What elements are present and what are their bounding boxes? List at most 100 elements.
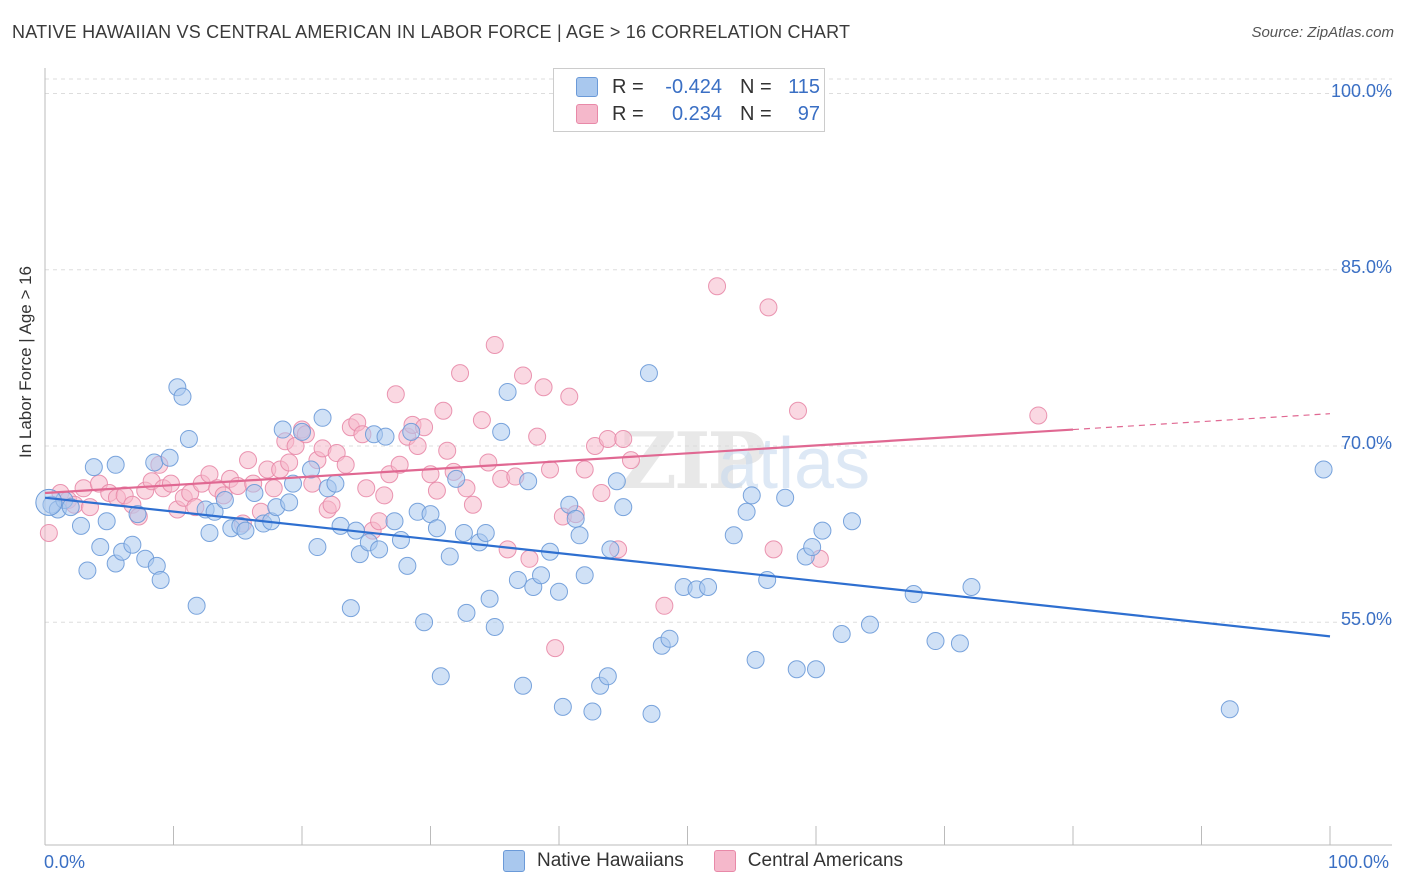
point-central-american	[1029, 406, 1048, 425]
point-native-hawaiian	[454, 523, 473, 542]
stats-legend: R = -0.424 N = 115 R = 0.234 N = 97	[553, 68, 825, 132]
point-native-hawaiian	[280, 493, 299, 512]
point-native-hawaiian	[962, 578, 981, 596]
point-native-hawaiian	[480, 589, 499, 608]
point-central-american	[655, 596, 674, 615]
point-native-hawaiian	[106, 455, 125, 474]
point-native-hawaiian	[245, 484, 264, 502]
point-native-hawaiian	[553, 697, 572, 716]
r-label: R =	[612, 102, 644, 125]
point-native-hawaiian	[427, 519, 446, 538]
point-native-hawaiian	[598, 667, 617, 686]
point-central-american	[357, 479, 376, 498]
point-central-american	[528, 427, 547, 446]
point-native-hawaiian	[1220, 700, 1239, 719]
point-central-american	[463, 495, 482, 514]
point-native-hawaiian	[236, 521, 255, 540]
point-native-hawaiian	[746, 650, 765, 669]
point-native-hawaiian	[950, 634, 969, 653]
point-central-american	[39, 523, 58, 542]
point-native-hawaiian	[78, 561, 97, 580]
point-native-hawaiian	[457, 603, 476, 622]
point-central-american	[546, 639, 565, 658]
point-native-hawaiian	[145, 453, 164, 472]
point-central-american	[708, 277, 727, 296]
point-central-american	[485, 335, 504, 354]
point-native-hawaiian	[273, 420, 292, 439]
point-native-hawaiian	[84, 458, 103, 477]
point-native-hawaiian	[284, 474, 303, 493]
r-label: R =	[612, 75, 644, 98]
point-native-hawaiian	[370, 540, 389, 559]
point-native-hawaiian	[160, 448, 179, 467]
y-tick-label: 70.0%	[1340, 433, 1392, 453]
point-native-hawaiian	[842, 512, 861, 531]
point-central-american	[764, 540, 783, 559]
axes	[44, 68, 1392, 846]
point-native-hawaiian	[200, 523, 219, 542]
point-central-american	[541, 460, 560, 479]
data-points	[35, 277, 1333, 723]
point-native-hawaiian	[860, 615, 879, 634]
point-native-hawaiian	[607, 472, 626, 491]
point-native-hawaiian	[514, 676, 533, 695]
point-native-hawaiian	[440, 547, 459, 566]
point-native-hawaiian	[614, 498, 633, 517]
stats-row-native-hawaiians: R = -0.424 N = 115	[576, 74, 820, 100]
series-legend: Native Hawaiians Central Americans	[0, 850, 1406, 872]
gridlines	[45, 78, 1392, 623]
point-native-hawaiian	[97, 512, 116, 531]
point-native-hawaiian	[71, 516, 90, 535]
point-central-american	[479, 453, 498, 472]
trend-line-central-americans-extension	[1072, 413, 1331, 431]
r-value: 0.234	[671, 102, 722, 125]
y-tick-label: 55.0%	[1340, 609, 1392, 630]
point-central-american	[375, 486, 394, 505]
legend-item-central-americans[interactable]: Central Americans	[713, 850, 904, 872]
point-native-hawaiian	[742, 486, 761, 505]
legend-item-native-hawaiians[interactable]: Native Hawaiians	[502, 850, 684, 872]
stats-row-central-americans: R = 0.234 N = 97	[576, 101, 820, 127]
point-central-american	[789, 401, 808, 420]
point-native-hawaiian	[128, 505, 147, 524]
point-native-hawaiian	[331, 516, 350, 535]
point-central-american	[386, 385, 405, 404]
point-native-hawaiian	[492, 422, 511, 441]
point-native-hawaiian	[313, 408, 332, 427]
point-native-hawaiian	[61, 498, 80, 517]
point-native-hawaiian	[566, 509, 585, 528]
y-tick-label: 85.0%	[1340, 256, 1392, 277]
point-native-hawaiian	[508, 570, 527, 589]
pink-swatch	[713, 850, 736, 872]
point-native-hawaiian	[532, 566, 551, 585]
point-central-american	[614, 429, 633, 448]
legend-label: Native Hawaiians	[536, 850, 684, 871]
point-native-hawaiian	[639, 364, 658, 383]
point-central-american	[390, 455, 409, 474]
point-native-hawaiian	[724, 526, 743, 545]
point-native-hawaiian	[398, 556, 417, 575]
point-native-hawaiian	[476, 523, 495, 542]
point-central-american	[74, 479, 93, 498]
point-native-hawaiian	[91, 538, 110, 557]
point-native-hawaiian	[519, 472, 538, 491]
point-central-american	[514, 366, 533, 385]
x-tick-label-min: 0.0%	[44, 852, 86, 872]
point-native-hawaiian	[583, 702, 602, 721]
point-native-hawaiian	[642, 704, 661, 723]
point-central-american	[322, 495, 341, 514]
point-native-hawaiian	[660, 629, 679, 648]
legend-label: Central Americans	[747, 850, 904, 871]
point-central-american	[264, 479, 283, 498]
y-axis-label: In Labor Force | Age > 16	[16, 265, 35, 458]
point-native-hawaiian	[326, 474, 345, 493]
point-native-hawaiian	[376, 427, 395, 446]
trend-line-central-americans	[44, 428, 1074, 495]
trend-lines	[44, 413, 1331, 638]
point-native-hawaiian	[431, 667, 450, 686]
point-native-hawaiian	[813, 521, 832, 540]
point-native-hawaiian	[308, 538, 327, 557]
point-cluster	[35, 488, 63, 516]
point-central-american	[592, 484, 611, 502]
